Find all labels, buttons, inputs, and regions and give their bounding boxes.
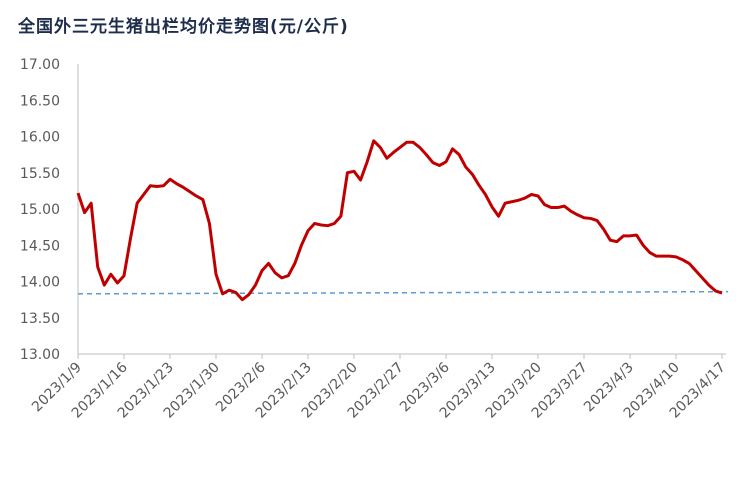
price-line [76, 139, 723, 302]
chart-title: 全国外三元生猪出栏均价走势图(元/公斤) [17, 16, 349, 37]
y-tick-label: 14.50 [20, 238, 60, 254]
y-tick-label: 15.50 [20, 166, 60, 182]
y-tick-label: 17.00 [20, 57, 60, 73]
trendline [77, 290, 729, 295]
y-tick-label: 16.50 [20, 93, 60, 109]
y-tick-label: 15.00 [20, 202, 60, 218]
y-tick-label: 13.00 [20, 347, 60, 363]
y-tick-label: 16.00 [20, 130, 60, 146]
y-tick-label: 13.50 [20, 311, 60, 327]
y-tick-label: 14.00 [20, 275, 60, 291]
